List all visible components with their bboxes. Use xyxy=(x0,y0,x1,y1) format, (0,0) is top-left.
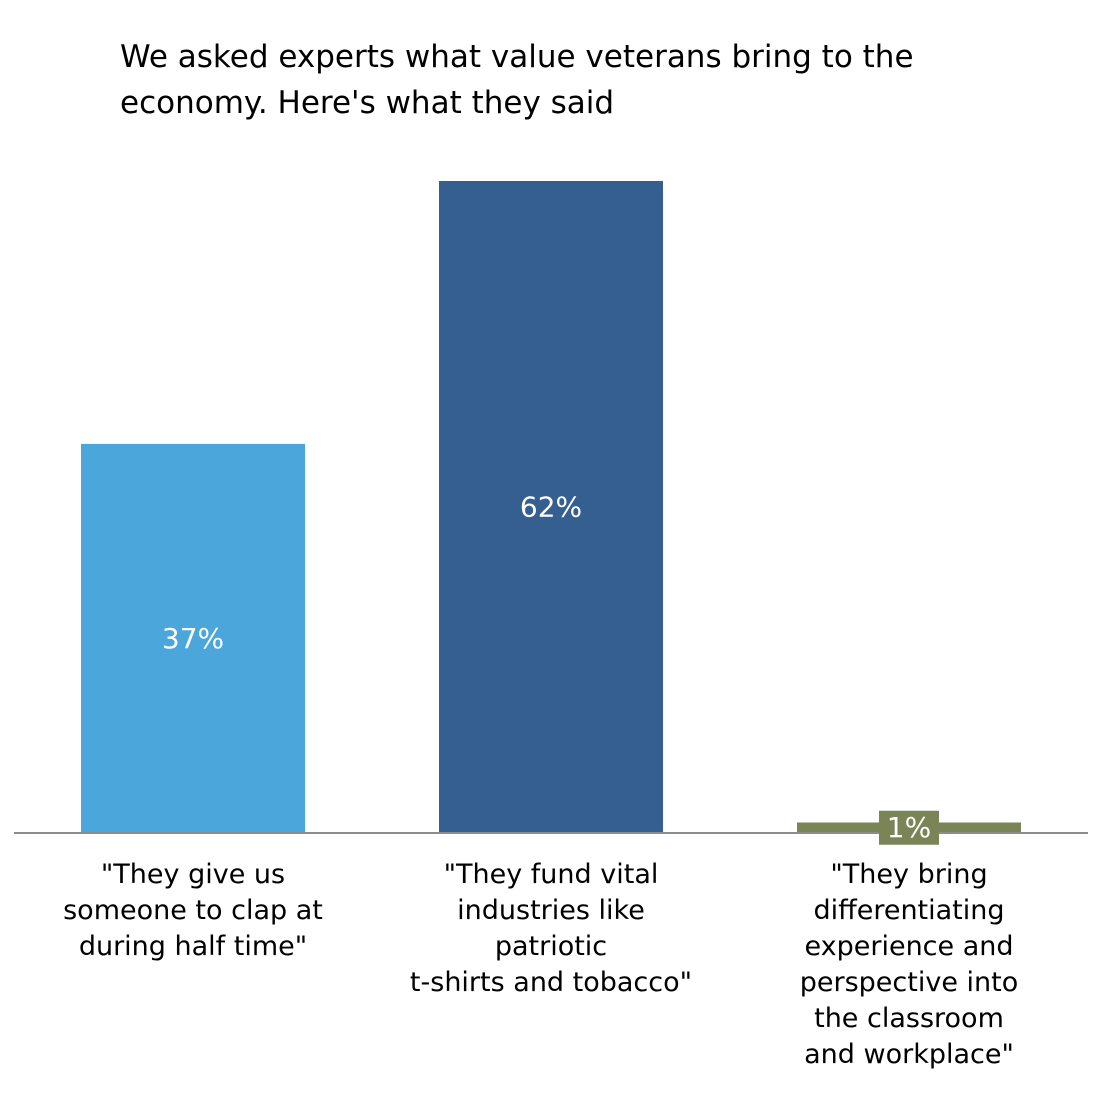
bar-2 xyxy=(439,181,663,833)
chart-title: We asked experts what value veterans bri… xyxy=(120,39,914,121)
data-label-1: 37% xyxy=(162,622,224,655)
category-label-3: "They bring differentiating experience a… xyxy=(799,859,1019,1070)
category-label-1: "They give us someone to clap at during … xyxy=(63,859,323,962)
data-label-2: 62% xyxy=(520,491,582,524)
bar-1 xyxy=(81,443,305,833)
category-label-2: "They fund vital industries like patriot… xyxy=(409,859,693,998)
data-label-background-3 xyxy=(879,810,939,845)
data-label-3: 1% xyxy=(887,811,931,844)
